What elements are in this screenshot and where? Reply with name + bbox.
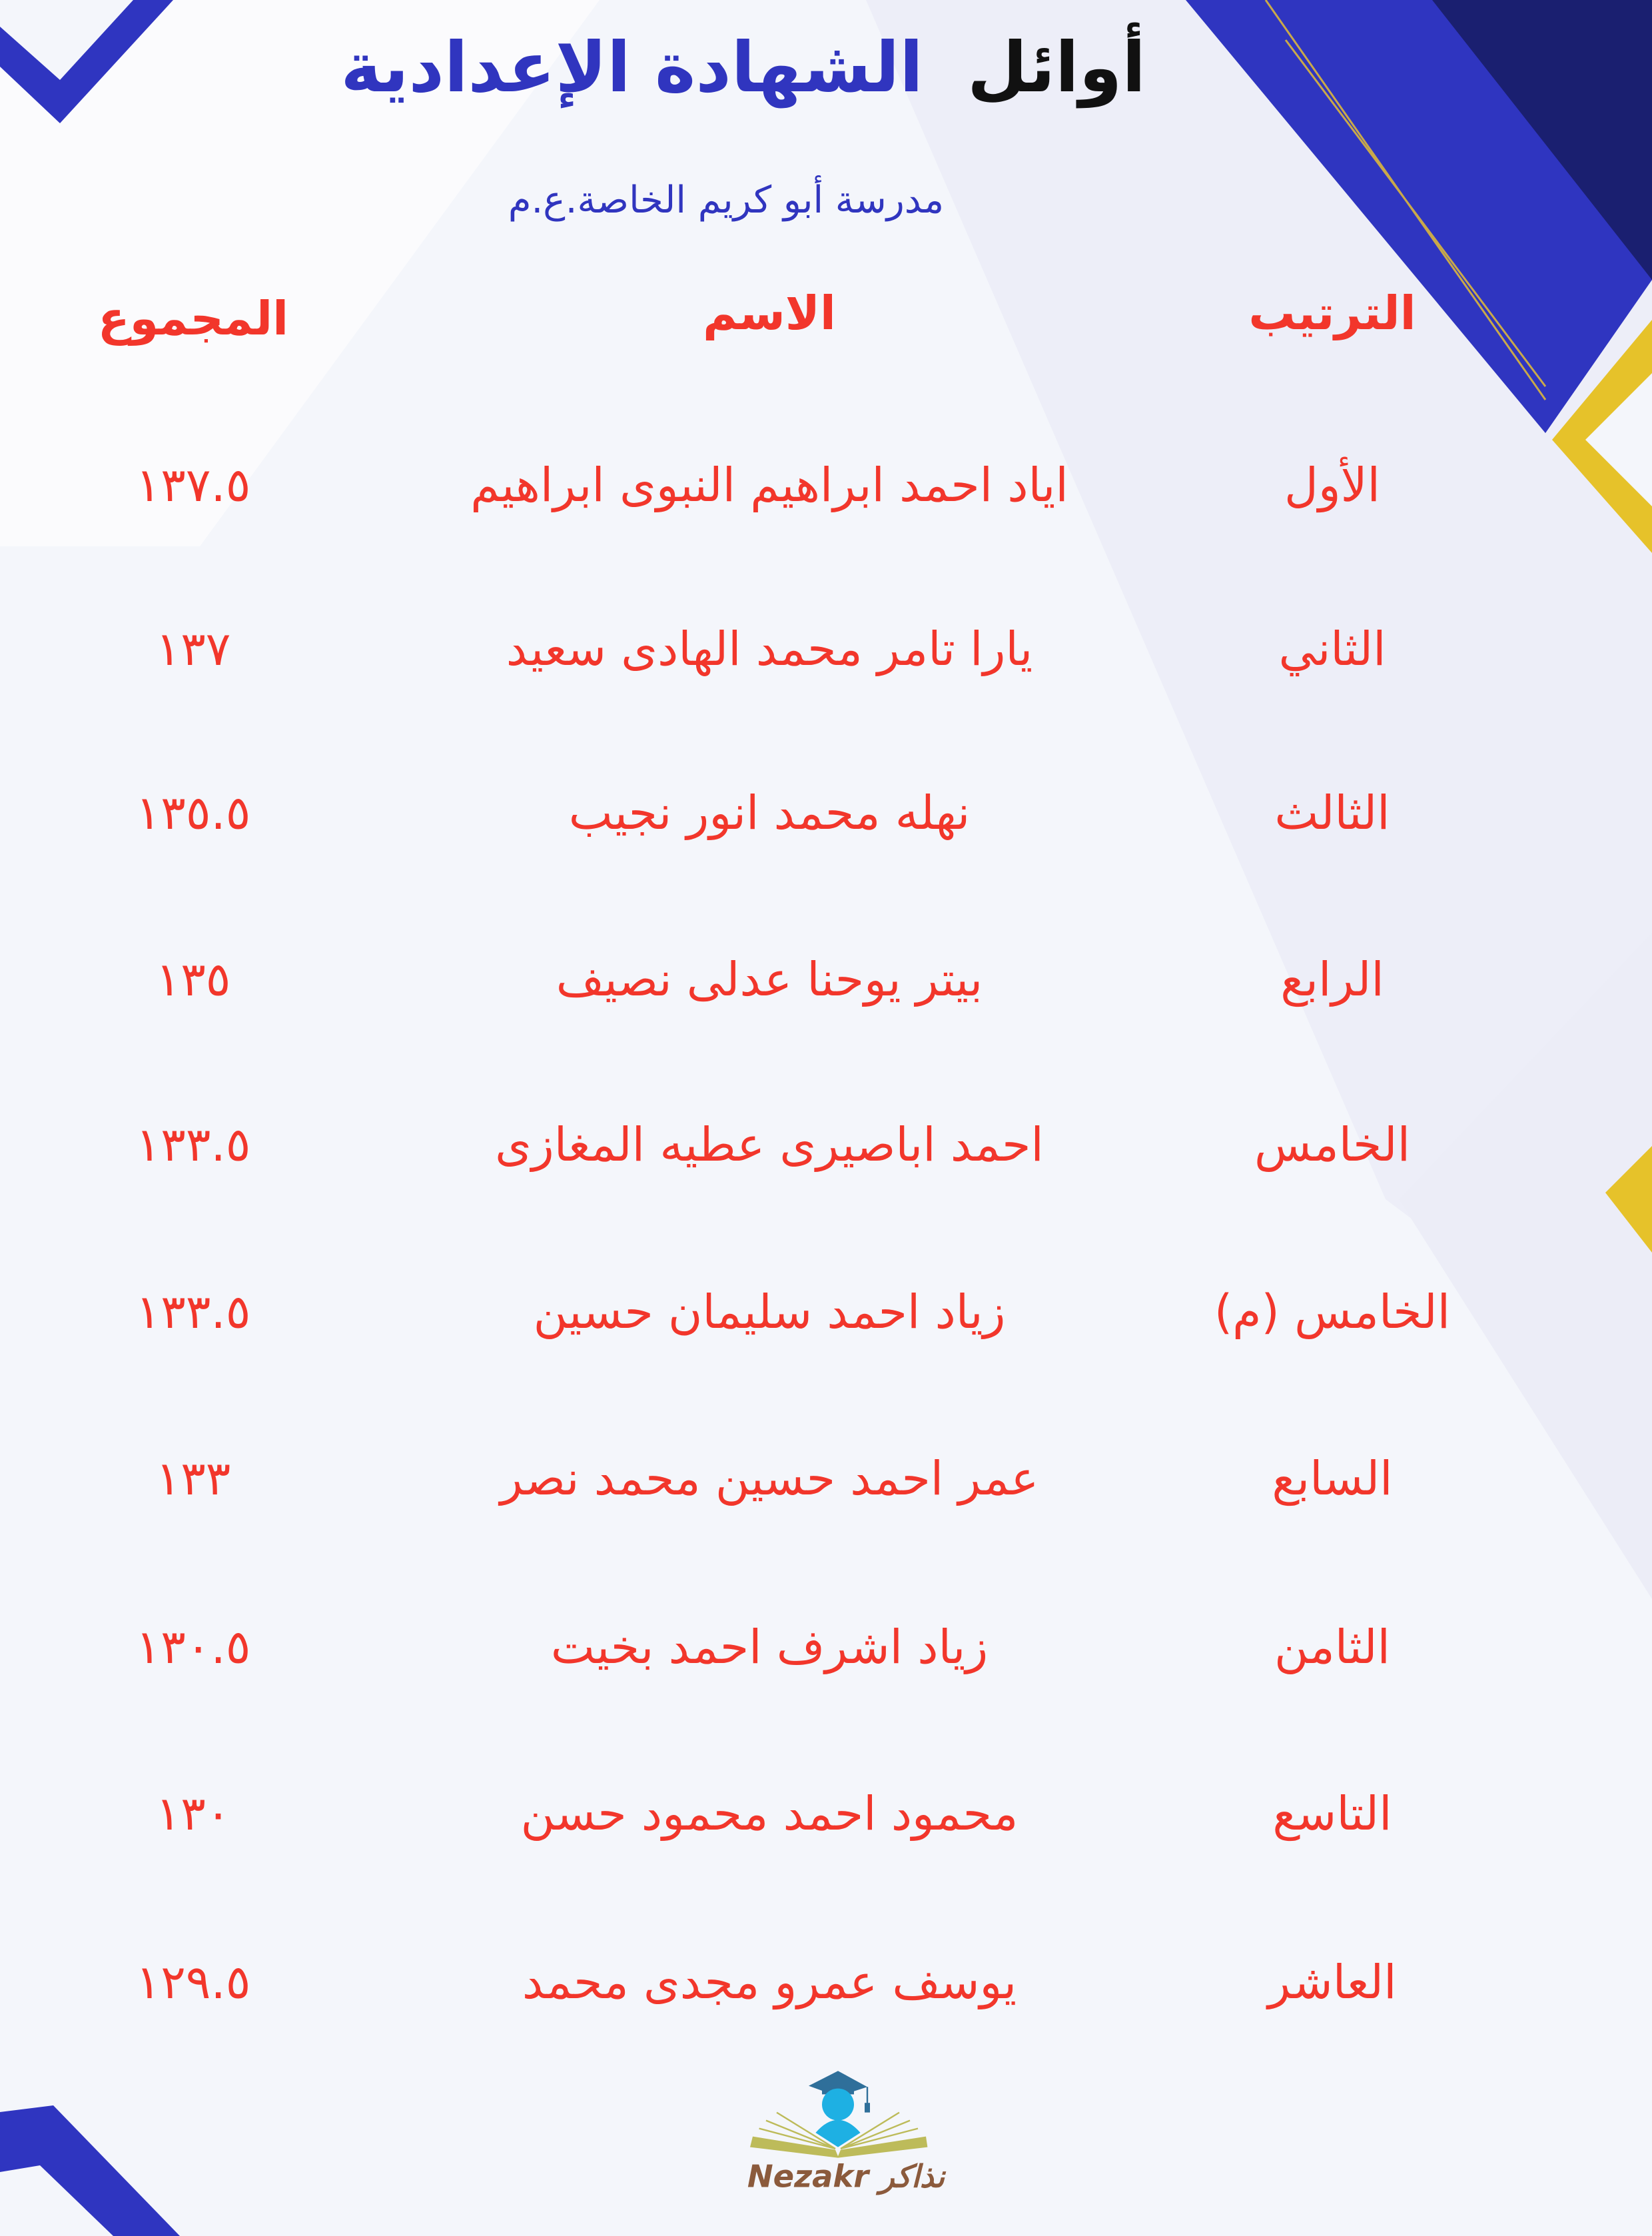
nezakr-logo: Nezakr نذاكر (747, 2071, 947, 2196)
rank-cell: الأول (1284, 458, 1381, 512)
rank-cell: العاشر (1268, 1955, 1397, 2009)
rank-cell: التاسع (1272, 1786, 1392, 1841)
logo-text-ar: نذاكر (875, 2159, 947, 2196)
student-name: نهله محمد انور نجيب (568, 786, 971, 840)
rank-cell: السابع (1272, 1451, 1393, 1506)
rank-cell: الثاني (1278, 622, 1386, 676)
title-part-2: الشهادة الإعدادية (340, 27, 923, 108)
total-score: ١٢٩.٥ (135, 1955, 251, 2009)
total-score: ١٣٧ (155, 622, 231, 676)
logo-text-en: Nezakr (747, 2159, 871, 2195)
header-total: المجموع (97, 291, 289, 346)
student-name: اياد احمد ابراهيم النبوى ابراهيم (470, 458, 1068, 512)
rank-cell: الثالث (1274, 786, 1390, 840)
rank-cell: الثامن (1274, 1620, 1390, 1674)
total-score: ١٣٠.٥ (135, 1620, 251, 1674)
total-score: ١٣٥.٥ (135, 786, 251, 840)
header-rank: الترتيب (1248, 286, 1416, 340)
total-score: ١٣٠ (155, 1786, 231, 1841)
page-title: أوائل الشهادة الإعدادية (340, 27, 1146, 108)
school-name: مدرسة أبو كريم الخاصة.ع.م (508, 179, 945, 222)
total-score: ١٣٥ (155, 952, 231, 1007)
total-score: ١٣٧.٥ (135, 458, 251, 512)
student-name: يارا تامر محمد الهادى سعيد (506, 622, 1033, 676)
title-part-1: أوائل (967, 27, 1146, 108)
rank-cell: الرابع (1280, 952, 1384, 1007)
total-score: ١٣٣.٥ (135, 1117, 251, 1172)
student-name: عمر احمد حسين محمد نصر (500, 1451, 1039, 1506)
total-score: ١٣٣.٥ (135, 1285, 251, 1339)
student-name: زياد احمد سليمان حسين (533, 1285, 1006, 1339)
rank-cell: الخامس (1254, 1117, 1411, 1172)
rank-cell: الخامس (م) (1214, 1285, 1451, 1339)
student-name: زياد اشرف احمد بخيت (550, 1620, 989, 1674)
total-score: ١٣٣ (155, 1451, 231, 1506)
svg-text:Nezakr نذاكر: Nezakr نذاكر (747, 2159, 947, 2196)
student-name: محمود احمد محمود حسن (520, 1786, 1019, 1841)
student-name: بيتر يوحنا عدلى نصيف (556, 952, 983, 1007)
student-name: احمد اباصيرى عطيه المغازى (495, 1117, 1044, 1172)
student-name: يوسف عمرو مجدى محمد (522, 1955, 1017, 2009)
header-name: الاسم (703, 286, 836, 340)
